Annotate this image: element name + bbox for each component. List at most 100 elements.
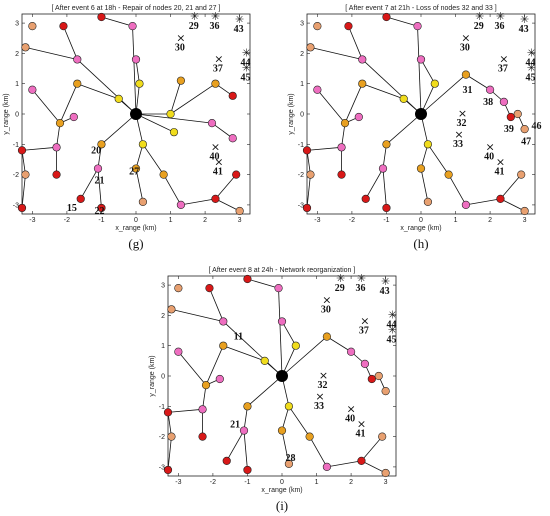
network-node <box>374 371 383 381</box>
network-node <box>211 79 220 88</box>
x-tick-label: 2 <box>349 479 353 486</box>
cross-marker: ×30 <box>175 31 186 53</box>
marker-label: 45 <box>526 73 536 84</box>
x-tick-label: 1 <box>169 217 173 224</box>
x-tick-label: 0 <box>280 479 284 486</box>
network-node <box>21 170 30 179</box>
network-node <box>358 55 367 64</box>
network-edge <box>101 113 137 145</box>
network-node <box>423 197 433 206</box>
panel-0: [ After event 6 at 18h - Repair of nodes… <box>3 5 251 251</box>
network-node <box>302 203 312 213</box>
network-node <box>306 43 315 52</box>
y-axis-label: y_range (km) <box>3 93 10 134</box>
network-node <box>215 374 224 384</box>
marker-glyph: × <box>461 31 470 44</box>
network-edge <box>465 74 491 91</box>
network-edge <box>344 83 363 124</box>
y-tick-label: -1 <box>13 142 19 149</box>
network-node <box>337 170 346 179</box>
network-node <box>232 170 241 179</box>
y-axis-label: y_range (km) <box>288 93 295 134</box>
cross-marker: ×37 <box>213 52 224 74</box>
network-node <box>235 206 244 216</box>
marker-glyph: × <box>454 128 463 141</box>
chart-title: [ After event 6 at 18h - Repair of nodes… <box>52 5 221 12</box>
network-node <box>228 91 237 100</box>
x-tick-label: 3 <box>384 479 388 486</box>
network-node <box>517 170 526 179</box>
marker-label: 30 <box>175 42 185 53</box>
network-node <box>413 22 422 31</box>
network-edge <box>427 144 449 175</box>
x-tick-label: 0 <box>419 217 423 224</box>
cross-marker: ×37 <box>359 314 370 336</box>
network-node <box>219 341 228 350</box>
x-tick-label: -2 <box>210 479 216 486</box>
marker-glyph: ✳ <box>496 10 505 23</box>
y-tick-label: 0 <box>161 374 165 381</box>
panel-caption: (i) <box>276 498 288 513</box>
network-node <box>174 284 183 293</box>
marker-label: 30 <box>321 304 331 315</box>
marker-label: 43 <box>519 24 529 35</box>
network-node <box>346 347 356 356</box>
marker-label: 43 <box>234 24 244 35</box>
network-node <box>97 203 106 213</box>
cross-marker: ×30 <box>460 31 471 53</box>
x-tick-label: 1 <box>454 217 458 224</box>
network-node <box>506 112 515 122</box>
marker-glyph: × <box>211 140 220 153</box>
marker-glyph: ✳ <box>336 272 345 285</box>
marker-glyph: × <box>214 52 223 65</box>
network-node <box>322 462 332 472</box>
x-axis-label: x_range (km) <box>400 225 441 232</box>
marker-label: 36 <box>355 283 365 294</box>
network-edge <box>97 168 102 208</box>
network-node <box>211 194 220 203</box>
network-edge <box>309 436 328 468</box>
marker-glyph: × <box>319 369 328 382</box>
marker-glyph: ✳ <box>520 13 529 26</box>
network-edge <box>180 198 216 206</box>
marker-label: 41 <box>213 167 223 178</box>
network-node <box>274 284 283 293</box>
marker-glyph: ✳ <box>381 275 390 288</box>
network-node <box>28 85 37 94</box>
network-node <box>277 426 287 435</box>
network-edge <box>215 198 240 212</box>
cross-marker: ×33 <box>453 128 464 150</box>
root-node <box>130 108 142 120</box>
star-marker: ✳43 <box>380 275 391 297</box>
network-node <box>302 146 312 155</box>
network-node <box>284 459 294 468</box>
network-edge <box>362 83 404 100</box>
cross-marker: ×30 <box>321 293 332 315</box>
network-edge <box>281 336 328 377</box>
network-edge <box>205 345 224 386</box>
network-node <box>461 70 471 79</box>
root-node <box>415 108 427 120</box>
network-edge <box>386 113 422 145</box>
y-tick-label: -3 <box>159 464 165 471</box>
cross-marker: ×32 <box>317 369 328 391</box>
y-tick-label: 1 <box>15 81 19 88</box>
x-tick-label: -1 <box>383 217 389 224</box>
network-node <box>159 170 168 179</box>
x-tick-label: 3 <box>523 217 527 224</box>
network-edge <box>281 406 290 431</box>
network-node <box>291 341 300 350</box>
network-edge <box>306 174 311 208</box>
network-edge <box>448 174 467 206</box>
marker-label: 37 <box>213 63 223 74</box>
network-node <box>378 432 387 441</box>
network-node <box>138 197 148 206</box>
marker-glyph: × <box>485 140 494 153</box>
network-edge <box>80 168 99 200</box>
star-marker: ✳29 <box>474 10 485 32</box>
network-node <box>55 118 65 128</box>
marker-label: 36 <box>494 21 504 32</box>
network-edge <box>420 144 429 169</box>
node-label: 31 <box>462 85 472 96</box>
cross-marker: ×41 <box>213 156 224 178</box>
